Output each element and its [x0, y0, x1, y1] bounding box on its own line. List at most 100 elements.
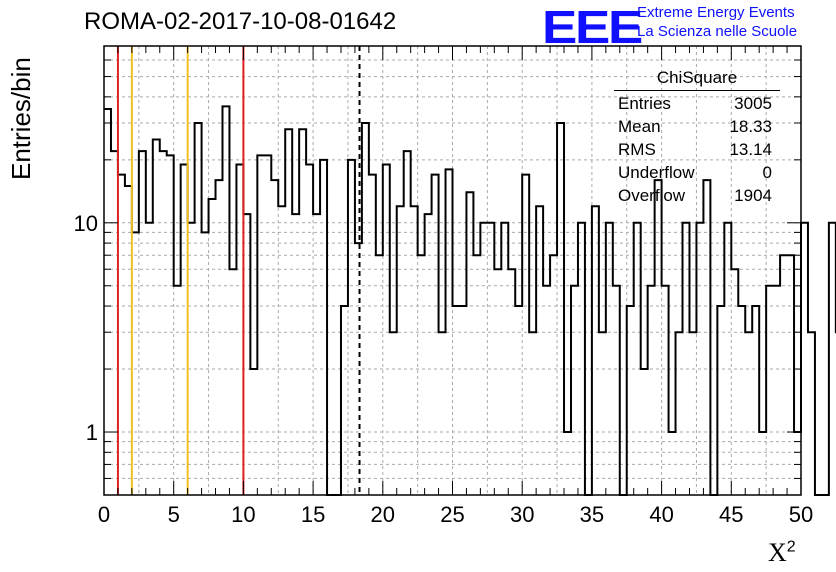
histogram-bin: [780, 255, 787, 495]
histogram-bin: [599, 332, 606, 495]
x-tick-label: 5: [168, 502, 180, 527]
histogram-bin: [592, 206, 599, 495]
histogram-bin: [369, 175, 376, 495]
x-tick-label: 40: [649, 502, 673, 527]
histogram-bin: [306, 164, 313, 495]
histogram-bin: [676, 332, 683, 495]
histogram-bin: [195, 123, 202, 495]
histogram-bin: [494, 269, 501, 495]
histogram-bin: [696, 223, 703, 495]
histogram-bin: [320, 160, 327, 495]
stats-label: Underflow: [618, 163, 695, 182]
histogram-bin: [383, 164, 390, 495]
x-tick-label: 45: [719, 502, 743, 527]
histogram-bin: [752, 306, 759, 495]
histogram-bin: [292, 214, 299, 495]
histogram-bin: [188, 223, 195, 495]
histogram-bin: [341, 306, 348, 495]
histogram-bin: [717, 306, 724, 495]
stats-row-mean: Mean 18.33: [614, 117, 780, 140]
stats-title: ChiSquare: [614, 68, 780, 91]
stats-row-overflow: Overflow 1904: [614, 186, 780, 209]
histogram-bin: [641, 369, 648, 495]
histogram-bin: [425, 214, 432, 495]
histogram-bin: [655, 180, 662, 495]
histogram-bin: [453, 306, 460, 495]
histogram-bin: [160, 151, 167, 495]
stats-row-entries: Entries 3005: [614, 94, 780, 117]
histogram-bin: [229, 269, 236, 495]
histogram-bin: [418, 255, 425, 495]
x-tick-label: 50: [789, 502, 813, 527]
histogram-bin: [139, 151, 146, 495]
eee-logo: EEE: [542, 1, 643, 53]
x-tick-label: 0: [98, 502, 110, 527]
histogram-bin: [578, 223, 585, 495]
stats-value: 0: [762, 163, 772, 182]
x-tick-label: 20: [371, 502, 395, 527]
histogram-bin: [118, 175, 125, 495]
logo-tagline-2: La Scienza nelle Scuole: [637, 23, 798, 40]
histogram-bin: [271, 180, 278, 495]
x-axis-label-base: X: [768, 538, 787, 567]
histogram-bin: [313, 214, 320, 495]
histogram-bin: [348, 160, 355, 495]
histogram-bin: [689, 332, 696, 495]
histogram-bin: [522, 175, 529, 495]
histogram-bin: [167, 155, 174, 495]
histogram-bin: [801, 223, 808, 495]
histogram-bin: [515, 306, 522, 495]
stats-label: RMS: [618, 140, 656, 159]
histogram-bin: [411, 206, 418, 495]
stats-label: Overflow: [618, 186, 686, 205]
histogram-bin: [564, 432, 571, 495]
histogram-bin: [773, 286, 780, 495]
y-axis-label: Entries/bin: [6, 57, 36, 180]
histogram-bin: [543, 286, 550, 495]
x-tick-label: 15: [301, 502, 325, 527]
stats-value: 13.14: [729, 140, 772, 159]
histogram-bin: [264, 155, 271, 495]
histogram-bin: [236, 164, 243, 495]
stats-value: 1904: [734, 186, 772, 205]
histogram-bin: [787, 255, 794, 495]
histogram-bin: [606, 223, 613, 495]
histogram-bin: [209, 199, 216, 495]
histogram-bin: [132, 232, 139, 495]
histogram-bin: [355, 243, 362, 495]
histogram-bin: [243, 214, 250, 495]
histogram-bin: [571, 286, 578, 495]
histogram-bin: [104, 109, 111, 495]
histogram-bin: [529, 332, 536, 495]
stats-row-rms: RMS 13.14: [614, 140, 780, 163]
x-tick-label: 35: [580, 502, 604, 527]
histogram-bin: [724, 223, 731, 495]
histogram-bin: [669, 432, 676, 495]
x-tick-label: 10: [231, 502, 255, 527]
histogram-bin: [439, 332, 446, 495]
histogram-series: [104, 105, 836, 496]
histogram-bin: [829, 223, 836, 495]
stats-label: Entries: [618, 94, 671, 113]
x-tick-label: 25: [440, 502, 464, 527]
y-tick-label: 1: [86, 420, 98, 445]
histogram-bin: [362, 123, 369, 495]
histogram-bin: [299, 129, 306, 495]
histogram-bin: [285, 129, 292, 495]
histogram-bin: [738, 306, 745, 495]
histogram-bin: [432, 175, 439, 495]
histogram-bin: [181, 164, 188, 495]
histogram-bin: [111, 151, 118, 495]
logo-tagline-1: Extreme Energy Events: [637, 4, 795, 21]
histogram-bin: [174, 286, 181, 495]
histogram-bin: [376, 255, 383, 495]
x-tick-label: 30: [510, 502, 534, 527]
histogram-bin: [397, 206, 404, 495]
histogram-bin: [390, 332, 397, 495]
histogram-bin: [662, 286, 669, 495]
histogram-bin: [808, 332, 815, 495]
histogram-bin: [536, 206, 543, 495]
histogram-bin: [459, 306, 466, 495]
histogram-bin: [766, 286, 773, 495]
stats-box: ChiSquare Entries 3005 Mean 18.33 RMS 13…: [614, 68, 780, 209]
